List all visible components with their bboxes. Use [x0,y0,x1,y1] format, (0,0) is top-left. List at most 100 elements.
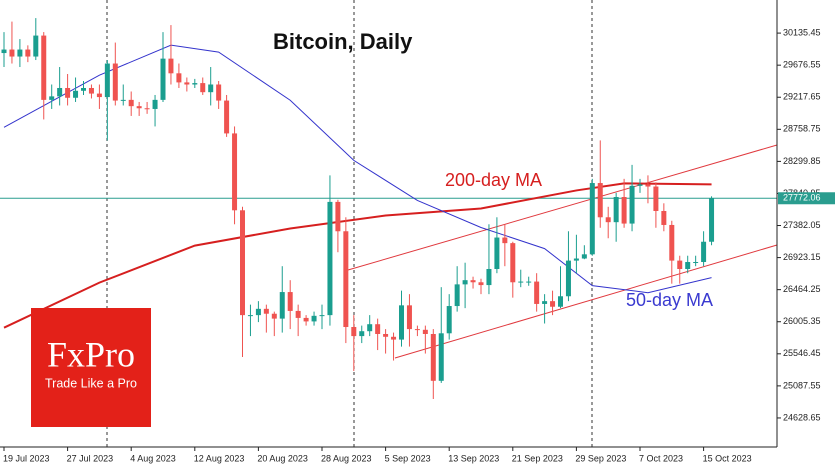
last-price-box [778,192,835,205]
candle-body [128,99,134,107]
candle-body [605,217,611,223]
candle-body [422,329,428,334]
candle-body [1,49,7,54]
candle-body [104,63,110,98]
y-tick-label: 28299.85 [783,156,821,166]
logo-brand: FxPro [47,334,135,374]
logo-box [31,308,151,427]
candle-body [629,185,635,224]
x-tick-label: 13 Sep 2023 [448,453,499,463]
candle-body [263,308,269,314]
candle-body [351,327,357,337]
candle-body [494,237,500,269]
candle-body [303,317,309,322]
candle-body [359,331,365,337]
candle-body [589,183,595,255]
x-tick-label: 5 Sep 2023 [385,453,431,463]
candle-body [9,49,15,57]
candle-body [438,333,444,381]
candle-body [637,184,643,186]
moving-average [3,44,712,294]
candle-body [311,315,317,322]
candle-body [597,183,603,218]
candle-body [685,262,691,269]
moving-average [3,182,712,329]
candle-body [120,99,126,101]
candle-body [709,198,715,242]
candle-body [550,301,556,307]
candle-body [224,100,230,134]
candle-body [367,324,373,332]
chart-title: Bitcoin, Daily [273,29,413,54]
candle-body [613,197,619,223]
candle-body [65,87,71,98]
x-tick-label: 4 Aug 2023 [130,453,176,463]
ma-label: 50-day MA [626,290,713,310]
candle-body [295,310,301,318]
candle-body [271,313,277,319]
x-tick-label: 28 Aug 2023 [321,453,372,463]
candle-body [152,99,158,109]
logo: FxPro Trade Like a Pro [31,308,151,427]
candle-body [645,184,651,187]
y-tick-label: 25546.45 [783,348,821,358]
candle-body [240,210,245,316]
candle-body [81,87,86,91]
candle-body [581,254,587,259]
trend-channel [347,144,778,359]
candle-body [470,280,476,283]
candle-body [478,282,484,286]
candle-body [160,58,166,100]
candle-body [88,87,94,94]
y-tick-label: 29217.65 [783,92,821,102]
y-tick-label: 30135.45 [783,27,821,37]
candle-body [287,292,293,311]
x-tick-label: 12 Aug 2023 [194,453,245,463]
candle-body [192,83,198,85]
candle-body [57,87,63,97]
candle-body [49,96,55,100]
candle-body [112,63,118,101]
candle-body [518,281,524,283]
candle-body [701,241,707,263]
candle-body [534,281,540,304]
y-tick-label: 28758.75 [783,124,821,134]
candle-body [200,83,206,93]
candle-body [232,133,238,211]
candle-body [414,329,420,331]
candle-body [526,281,532,283]
candle-body [462,280,468,285]
y-tick-label: 27382.05 [783,220,821,230]
x-tick-label: 20 Aug 2023 [257,453,308,463]
candle-body [41,35,47,100]
candle-body [573,258,579,261]
candle-body [693,262,699,264]
candle-body [375,324,381,334]
candle-body [558,296,563,307]
candle-body [454,284,460,307]
candle-body [565,260,571,297]
candle-body [486,268,492,286]
candle-body [136,106,142,109]
candle-body [446,306,452,334]
candle-body [343,231,349,328]
candle-body [621,197,627,224]
y-tick-label: 25087.55 [783,380,821,390]
candle-body [279,292,285,319]
y-tick-label: 29676.55 [783,60,821,70]
candle-body [391,336,397,340]
x-tick-label: 27 Jul 2023 [67,453,114,463]
candle-body [216,84,222,101]
candle-body [208,84,214,93]
candle-body [327,201,333,316]
candle-body [17,49,23,57]
candle-body [96,93,102,98]
candle-body [383,333,389,337]
candle-body [176,73,182,83]
candle-body [669,224,675,261]
last-price-label: 27772.06 [783,193,821,203]
ma-label: 200-day MA [445,170,542,190]
candle-body [430,333,436,381]
logo-slogan: Trade Like a Pro [45,376,137,390]
